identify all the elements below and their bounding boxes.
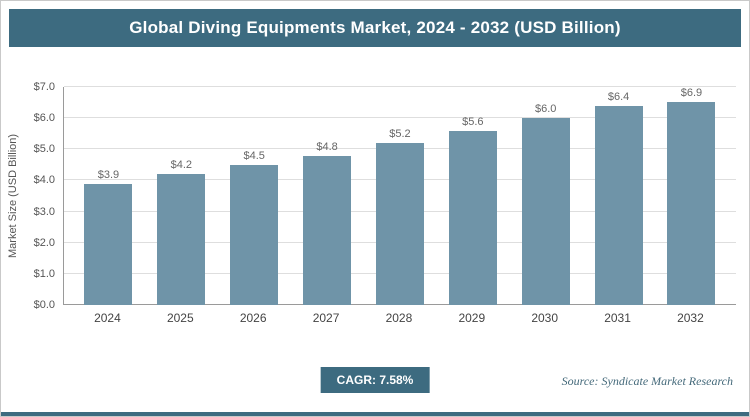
bar-cell: $5.6 — [446, 87, 500, 305]
x-axis-labels: 2024 2025 2026 2027 2028 2029 2030 2031 2032 — [63, 311, 735, 325]
gridline — [64, 86, 736, 87]
bar-cell: $6.9 — [664, 87, 718, 305]
chart-title: Global Diving Equipments Market, 2024 - … — [9, 9, 741, 47]
bar — [157, 174, 206, 305]
y-tick-label: $7.0 — [33, 81, 55, 93]
y-tick-label: $6.0 — [33, 112, 55, 125]
bar-value-label: $4.5 — [243, 149, 265, 162]
bar-cell: $6.0 — [519, 87, 573, 305]
bar — [667, 102, 716, 305]
bar-value-label: $6.0 — [534, 103, 557, 116]
x-tick-label: 2028 — [385, 311, 413, 325]
bar-cell: $5.2 — [373, 87, 427, 305]
y-axis-ticks: $0.0 $1.0 $2.0 $3.0 $4.0 $5.0 $6.0 $7.0 — [21, 81, 59, 311]
x-tick-label: 2026 — [239, 311, 267, 325]
bar-value-label: $6.4 — [607, 90, 630, 103]
plot-area: $3.9 $4.2 $4.5 $4.8 $5.2 $5.6 $6.0 $6.4 $6.9 — [63, 86, 736, 305]
bar-value-label: $5.2 — [389, 128, 411, 141]
bar — [230, 164, 279, 305]
bar-value-label: $6.9 — [680, 87, 703, 99]
source-text: Source: Syndicate Market Research — [561, 374, 733, 388]
bar-value-label: $3.9 — [97, 168, 120, 181]
bar-value-label: $4.8 — [316, 140, 338, 153]
x-tick-label: 2027 — [312, 311, 340, 325]
y-tick-label: $5.0 — [33, 143, 55, 156]
gridline — [64, 117, 736, 119]
bar — [521, 118, 570, 305]
cagr-badge: CAGR: 7.58% — [320, 367, 430, 393]
bar-cell: $6.4 — [592, 87, 646, 305]
y-tick-label: $3.0 — [33, 205, 55, 218]
bottom-accent-bar — [1, 412, 749, 416]
x-tick-label: 2030 — [531, 311, 559, 325]
x-tick-label: 2025 — [166, 311, 194, 325]
x-tick-label: 2031 — [604, 311, 631, 325]
y-axis-title: Market Size (USD Billion) — [7, 133, 19, 259]
x-tick-label: 2032 — [677, 311, 704, 325]
y-tick-label: $2.0 — [33, 236, 55, 249]
bar — [375, 143, 424, 305]
bar-cell: $3.9 — [81, 87, 135, 305]
bar — [303, 155, 352, 305]
bar-value-label: $4.2 — [170, 159, 193, 172]
bar-cell: $4.8 — [300, 87, 354, 305]
x-tick-label: 2029 — [458, 311, 486, 325]
bar — [448, 130, 497, 305]
bar — [84, 183, 133, 305]
bar-series: $3.9 $4.2 $4.5 $4.8 $5.2 $5.6 $6.0 $6.4 $6.9 — [64, 87, 736, 305]
y-tick-label: $4.0 — [33, 174, 55, 187]
y-tick-label: $1.0 — [33, 267, 55, 280]
bar-value-label: $5.6 — [462, 115, 484, 128]
bar — [594, 105, 643, 305]
bar-cell: $4.2 — [154, 87, 208, 305]
y-tick-label: $0.0 — [33, 299, 55, 311]
x-tick-label: 2024 — [94, 311, 121, 325]
bar-cell: $4.5 — [227, 87, 281, 305]
